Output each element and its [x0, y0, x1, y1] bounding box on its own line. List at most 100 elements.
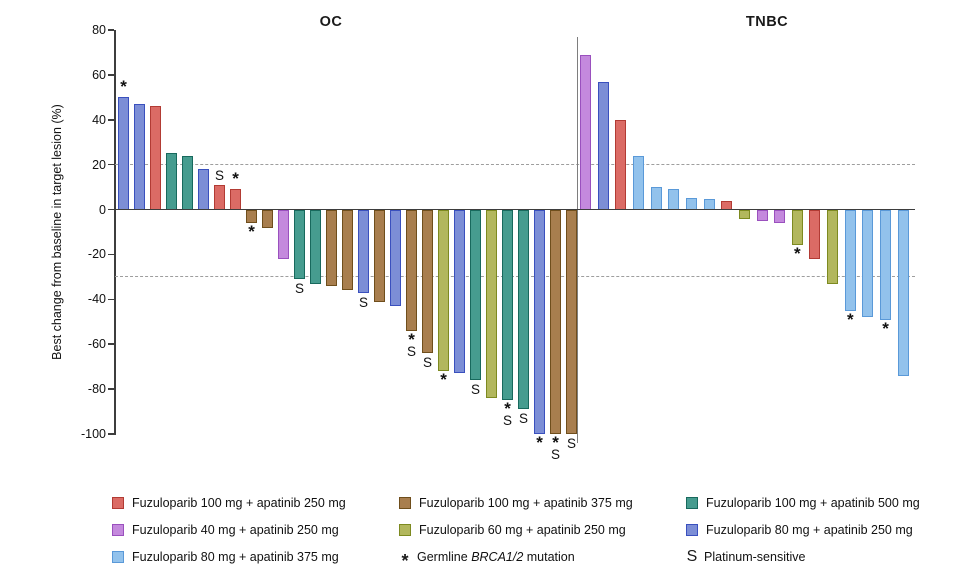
y-tick-mark [108, 388, 114, 390]
oc-bar-28 [550, 209, 561, 434]
legend-item: Fuzuloparib 80 mg + apatinib 375 mg [112, 550, 399, 564]
tnbc-bar-12 [774, 209, 786, 223]
tnbc-bar-13 [791, 209, 803, 246]
y-tick-label: -80 [87, 382, 106, 397]
panel-title-oc: OC [319, 14, 343, 30]
oc-bar-25 [502, 209, 513, 401]
reference-line-minus30 [115, 276, 915, 278]
brca-mutation-marker: * [846, 309, 854, 329]
platinum-sensitive-marker: S [358, 294, 368, 310]
oc-bar-1 [118, 97, 129, 210]
oc-bar-10 [262, 209, 273, 228]
oc-bar-4 [166, 153, 177, 210]
tnbc-bar-4 [632, 155, 644, 210]
brca-mutation-marker: * [882, 318, 889, 338]
platinum-sensitive-marker: S [566, 436, 576, 451]
reference-line-plus20 [115, 164, 915, 166]
legend-item: * Germline BRCA1/2 mutation [399, 549, 686, 571]
platinum-sensitive-marker: S [470, 382, 480, 398]
legend-item: Fuzuloparib 40 mg + apatinib 250 mg [112, 523, 399, 537]
oc-bar-13 [310, 209, 321, 284]
x-axis-zero-line [115, 208, 915, 211]
y-tick-label: -20 [87, 247, 106, 262]
legend-swatch-f80a250 [686, 523, 698, 536]
asterisk-symbol: * [401, 550, 409, 571]
oc-bar-15 [342, 209, 353, 291]
tnbc-bar-18 [880, 209, 892, 320]
y-tick-label: 80 [92, 23, 106, 37]
legend-item: Fuzuloparib 100 mg + apatinib 250 mg [112, 496, 399, 510]
brca-mutation-marker: * [232, 169, 239, 189]
oc-bar-18 [390, 209, 401, 307]
y-tick-label: 0 [99, 202, 106, 217]
oc-bar-26 [518, 209, 529, 410]
tnbc-bar-10 [738, 209, 750, 219]
brca-mutation-marker: * [504, 399, 511, 419]
legend-label: Fuzuloparib 40 mg + apatinib 250 mg [132, 522, 339, 537]
tnbc-bar-5 [650, 187, 662, 210]
legend-label: Fuzuloparib 100 mg + apatinib 500 mg [706, 495, 920, 510]
legend-label: Fuzuloparib 60 mg + apatinib 250 mg [419, 522, 626, 537]
oc-bar-20 [422, 209, 433, 354]
tnbc-bar-16 [844, 209, 856, 311]
platinum-sensitive-marker: S [294, 281, 304, 297]
oc-bar-27 [534, 209, 545, 434]
tnbc-bar-1 [580, 54, 591, 210]
brca-mutation-marker: * [440, 370, 447, 390]
legend-swatch-f40a250 [112, 523, 124, 536]
legend-item: S Platinum-sensitive [686, 547, 946, 565]
y-tick-label: 40 [92, 112, 106, 127]
oc-bar-5 [182, 155, 193, 210]
oc-bar-7 [214, 184, 225, 210]
tnbc-bar-15 [827, 209, 839, 284]
oc-bar-24 [486, 209, 497, 399]
legend-swatch-f60a250 [399, 523, 411, 536]
oc-bar-8 [230, 189, 241, 210]
y-axis-label: Best change from baseline in target lesi… [50, 104, 64, 360]
y-tick-mark [108, 29, 114, 31]
legend-label: Fuzuloparib 80 mg + apatinib 375 mg [132, 549, 339, 564]
oc-bar-23 [470, 209, 481, 381]
brca-mutation-marker: * [793, 244, 801, 264]
legend-swatch-f100a375 [399, 496, 411, 509]
legend-label: Germline BRCA1/2 mutation [417, 549, 575, 564]
y-tick-mark [108, 74, 114, 76]
tnbc-bar-2 [597, 81, 609, 210]
brca-mutation-marker: * [536, 433, 543, 452]
oc-bar-19 [406, 209, 417, 331]
legend: Fuzuloparib 100 mg + apatinib 250 mg Fuzu… [112, 489, 946, 570]
y-tick-label: -60 [87, 337, 106, 352]
tnbc-bar-19 [897, 209, 909, 376]
legend-item: Fuzuloparib 100 mg + apatinib 375 mg [399, 496, 686, 510]
platinum-sensitive-symbol: S [686, 547, 698, 565]
legend-label: Fuzuloparib 100 mg + apatinib 375 mg [419, 495, 633, 510]
platinum-sensitive-marker: S [518, 411, 528, 427]
oc-bar-22 [454, 209, 465, 374]
oc-bar-17 [374, 209, 385, 302]
legend-label: Fuzuloparib 80 mg + apatinib 250 mg [706, 522, 913, 537]
y-tick-mark [108, 163, 114, 166]
oc-bar-9 [246, 209, 257, 223]
plot-area: OC TNBC 80 60 40 20 0 -20 -40 -60 -80 -100 * S * * S S… [81, 14, 915, 461]
y-tick-mark [108, 298, 114, 301]
oc-bar-6 [198, 169, 209, 210]
platinum-sensitive-marker: S [422, 355, 432, 371]
oc-bar-21 [438, 209, 449, 372]
platinum-sensitive-marker: S [550, 447, 560, 462]
y-tick-mark [108, 343, 114, 345]
legend-swatch-f100a500 [686, 496, 698, 509]
y-tick-label: 20 [92, 157, 106, 172]
panel-divider [577, 37, 579, 443]
y-tick-mark [108, 433, 114, 435]
legend-label: Platinum-sensitive [704, 549, 806, 564]
brca-mutation-marker: * [408, 329, 415, 349]
oc-bar-12 [294, 209, 305, 280]
tnbc-bar-17 [862, 209, 874, 318]
y-tick-label: 60 [92, 67, 106, 82]
legend-item: Fuzuloparib 60 mg + apatinib 250 mg [399, 523, 686, 537]
oc-bar-2 [134, 104, 145, 210]
oc-bar-16 [358, 209, 369, 293]
y-tick-mark [108, 208, 114, 211]
brca-mutation-marker: * [248, 222, 255, 242]
